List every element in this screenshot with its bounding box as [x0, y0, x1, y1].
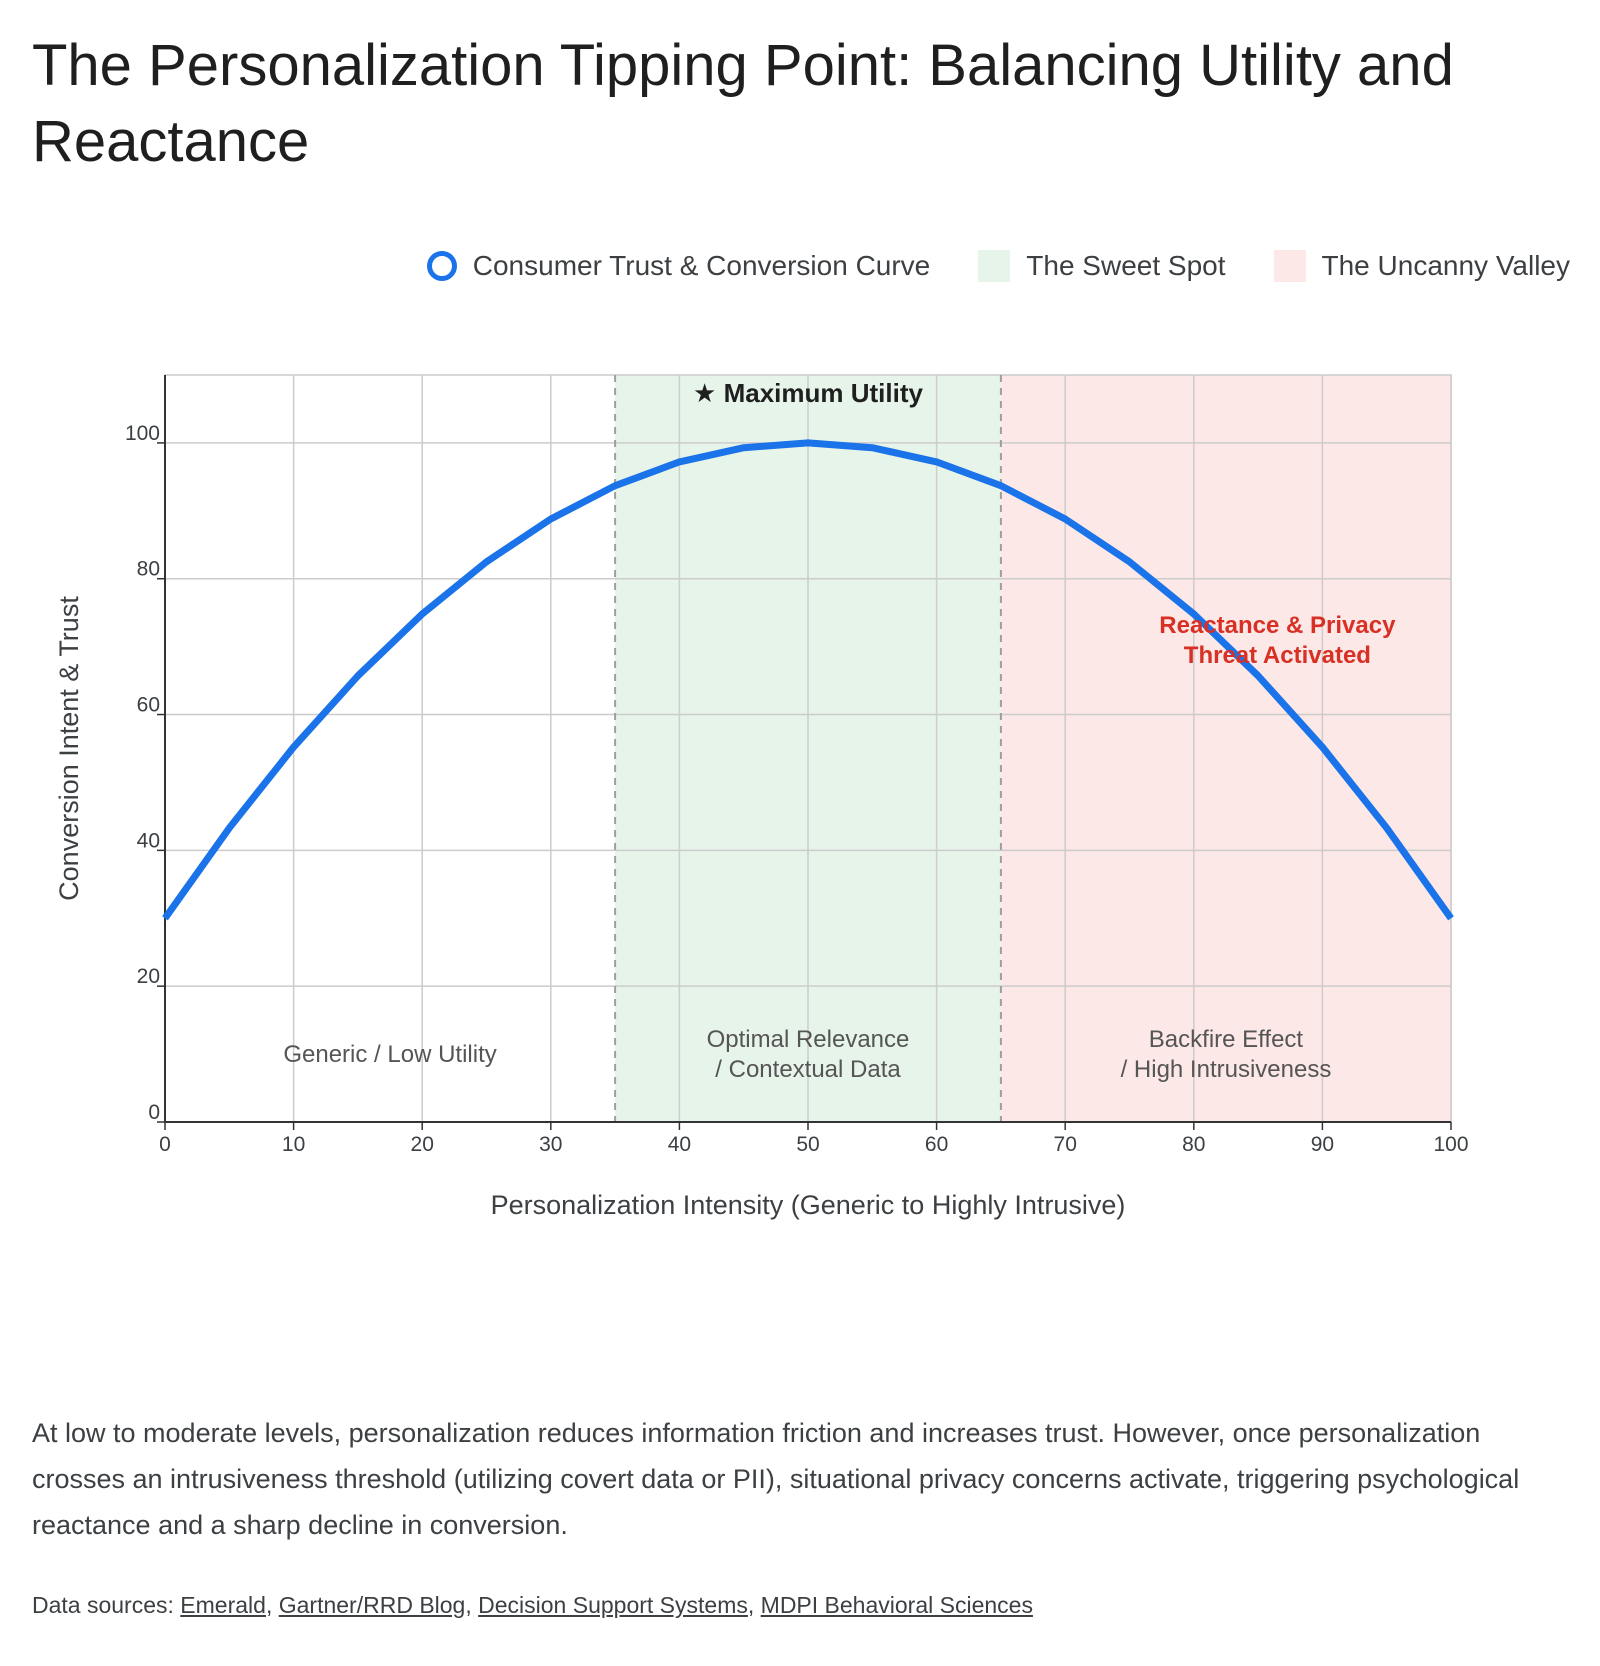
legend-label-curve: Consumer Trust & Conversion Curve	[472, 250, 931, 281]
x-tick-label-60: 60	[925, 1133, 948, 1156]
zone-label-line: Generic / Low Utility	[283, 1041, 496, 1068]
y-tick-label-40: 40	[137, 829, 160, 852]
x-tick-label-0: 0	[159, 1133, 171, 1156]
data-sources: Data sources: Emerald, Gartner/RRD Blog,…	[32, 1592, 1033, 1618]
source-link-mdpi[interactable]: MDPI Behavioral Sciences	[760, 1592, 1033, 1618]
zone-label-line: Backfire Effect	[1149, 1026, 1304, 1053]
y-tick-label-80: 80	[137, 558, 160, 581]
source-link-gartner-rrd[interactable]: Gartner/RRD Blog	[278, 1592, 466, 1618]
y-axis-label: Conversion Intent & Trust	[54, 596, 84, 901]
annotation-reactance: Reactance & Privacy Threat Activated	[1159, 612, 1396, 669]
zone-label-2: Backfire Effect / High Intrusiveness	[1121, 1026, 1332, 1083]
y-tick-label-60: 60	[137, 694, 160, 717]
zone-label-line: / High Intrusiveness	[1121, 1056, 1332, 1083]
annotation-line: Threat Activated	[1184, 642, 1371, 669]
curve-circle-icon	[426, 251, 457, 281]
source-link-decision-support-systems[interactable]: Decision Support Systems	[478, 1592, 748, 1618]
x-tick-label-40: 40	[668, 1133, 691, 1156]
ticks-layer: 0 10 20 30 40 50 60 70 80 90 100 0 20 40 60 80 100	[125, 422, 1469, 1156]
chart-description: At low to moderate levels, personalizati…	[32, 1418, 1520, 1540]
x-tick-label-20: 20	[411, 1133, 434, 1156]
chart-title: The Personalization Tipping Point: Balan…	[32, 33, 1454, 174]
annotation-line: Reactance & Privacy	[1159, 612, 1396, 639]
x-tick-label-70: 70	[1054, 1133, 1077, 1156]
legend-item-sweet-spot[interactable]: The Sweet Spot	[978, 250, 1226, 282]
annotation-maximum-utility: ★ Maximum Utility	[693, 378, 923, 408]
chart-legend: Consumer Trust & Conversion Curve The Sw…	[426, 246, 1571, 286]
zone-labels-layer: Generic / Low Utility Optimal Relevance / …	[283, 1026, 1331, 1083]
x-tick-label-30: 30	[539, 1133, 562, 1156]
legend-label-sweet-spot: The Sweet Spot	[1026, 250, 1226, 281]
x-tick-label-10: 10	[282, 1133, 305, 1156]
line-chart: 0 10 20 30 40 50 60 70 80 90 100 0 20 40 60 80 100 Gener…	[54, 374, 1469, 1220]
legend-item-curve[interactable]: Consumer Trust & Conversion Curve	[426, 250, 931, 282]
region-the-uncanny-valley	[1000, 375, 1451, 1122]
sources-prefix: Data sources:	[32, 1592, 181, 1618]
x-tick-label-80: 80	[1182, 1133, 1205, 1156]
x-tick-label-50: 50	[796, 1133, 819, 1156]
annotations-layer: ★ Maximum Utility Reactance & Privacy Thre…	[693, 378, 1396, 669]
source-link-emerald[interactable]: Emerald	[180, 1592, 266, 1618]
zone-label-line: / Contextual Data	[715, 1056, 901, 1083]
x-axis-label: Personalization Intensity (Generic to Hi…	[491, 1190, 1126, 1220]
x-tick-label-90: 90	[1311, 1133, 1334, 1156]
uncanny-valley-square-icon	[1273, 250, 1306, 282]
y-tick-label-0: 0	[148, 1101, 160, 1124]
zone-label-0: Generic / Low Utility	[283, 1041, 496, 1068]
legend-item-uncanny-valley[interactable]: The Uncanny Valley	[1273, 250, 1571, 282]
legend-label-uncanny-valley: The Uncanny Valley	[1321, 250, 1571, 281]
x-tick-label-100: 100	[1433, 1133, 1468, 1156]
y-tick-label-100: 100	[125, 422, 160, 445]
series-line-0	[162, 439, 1454, 921]
zone-label-line: Optimal Relevance	[707, 1026, 910, 1053]
y-tick-label-20: 20	[137, 965, 160, 988]
zone-label-1: Optimal Relevance / Contextual Data	[707, 1026, 910, 1083]
sweet-spot-square-icon	[978, 250, 1011, 282]
curve-layer	[162, 439, 1454, 921]
